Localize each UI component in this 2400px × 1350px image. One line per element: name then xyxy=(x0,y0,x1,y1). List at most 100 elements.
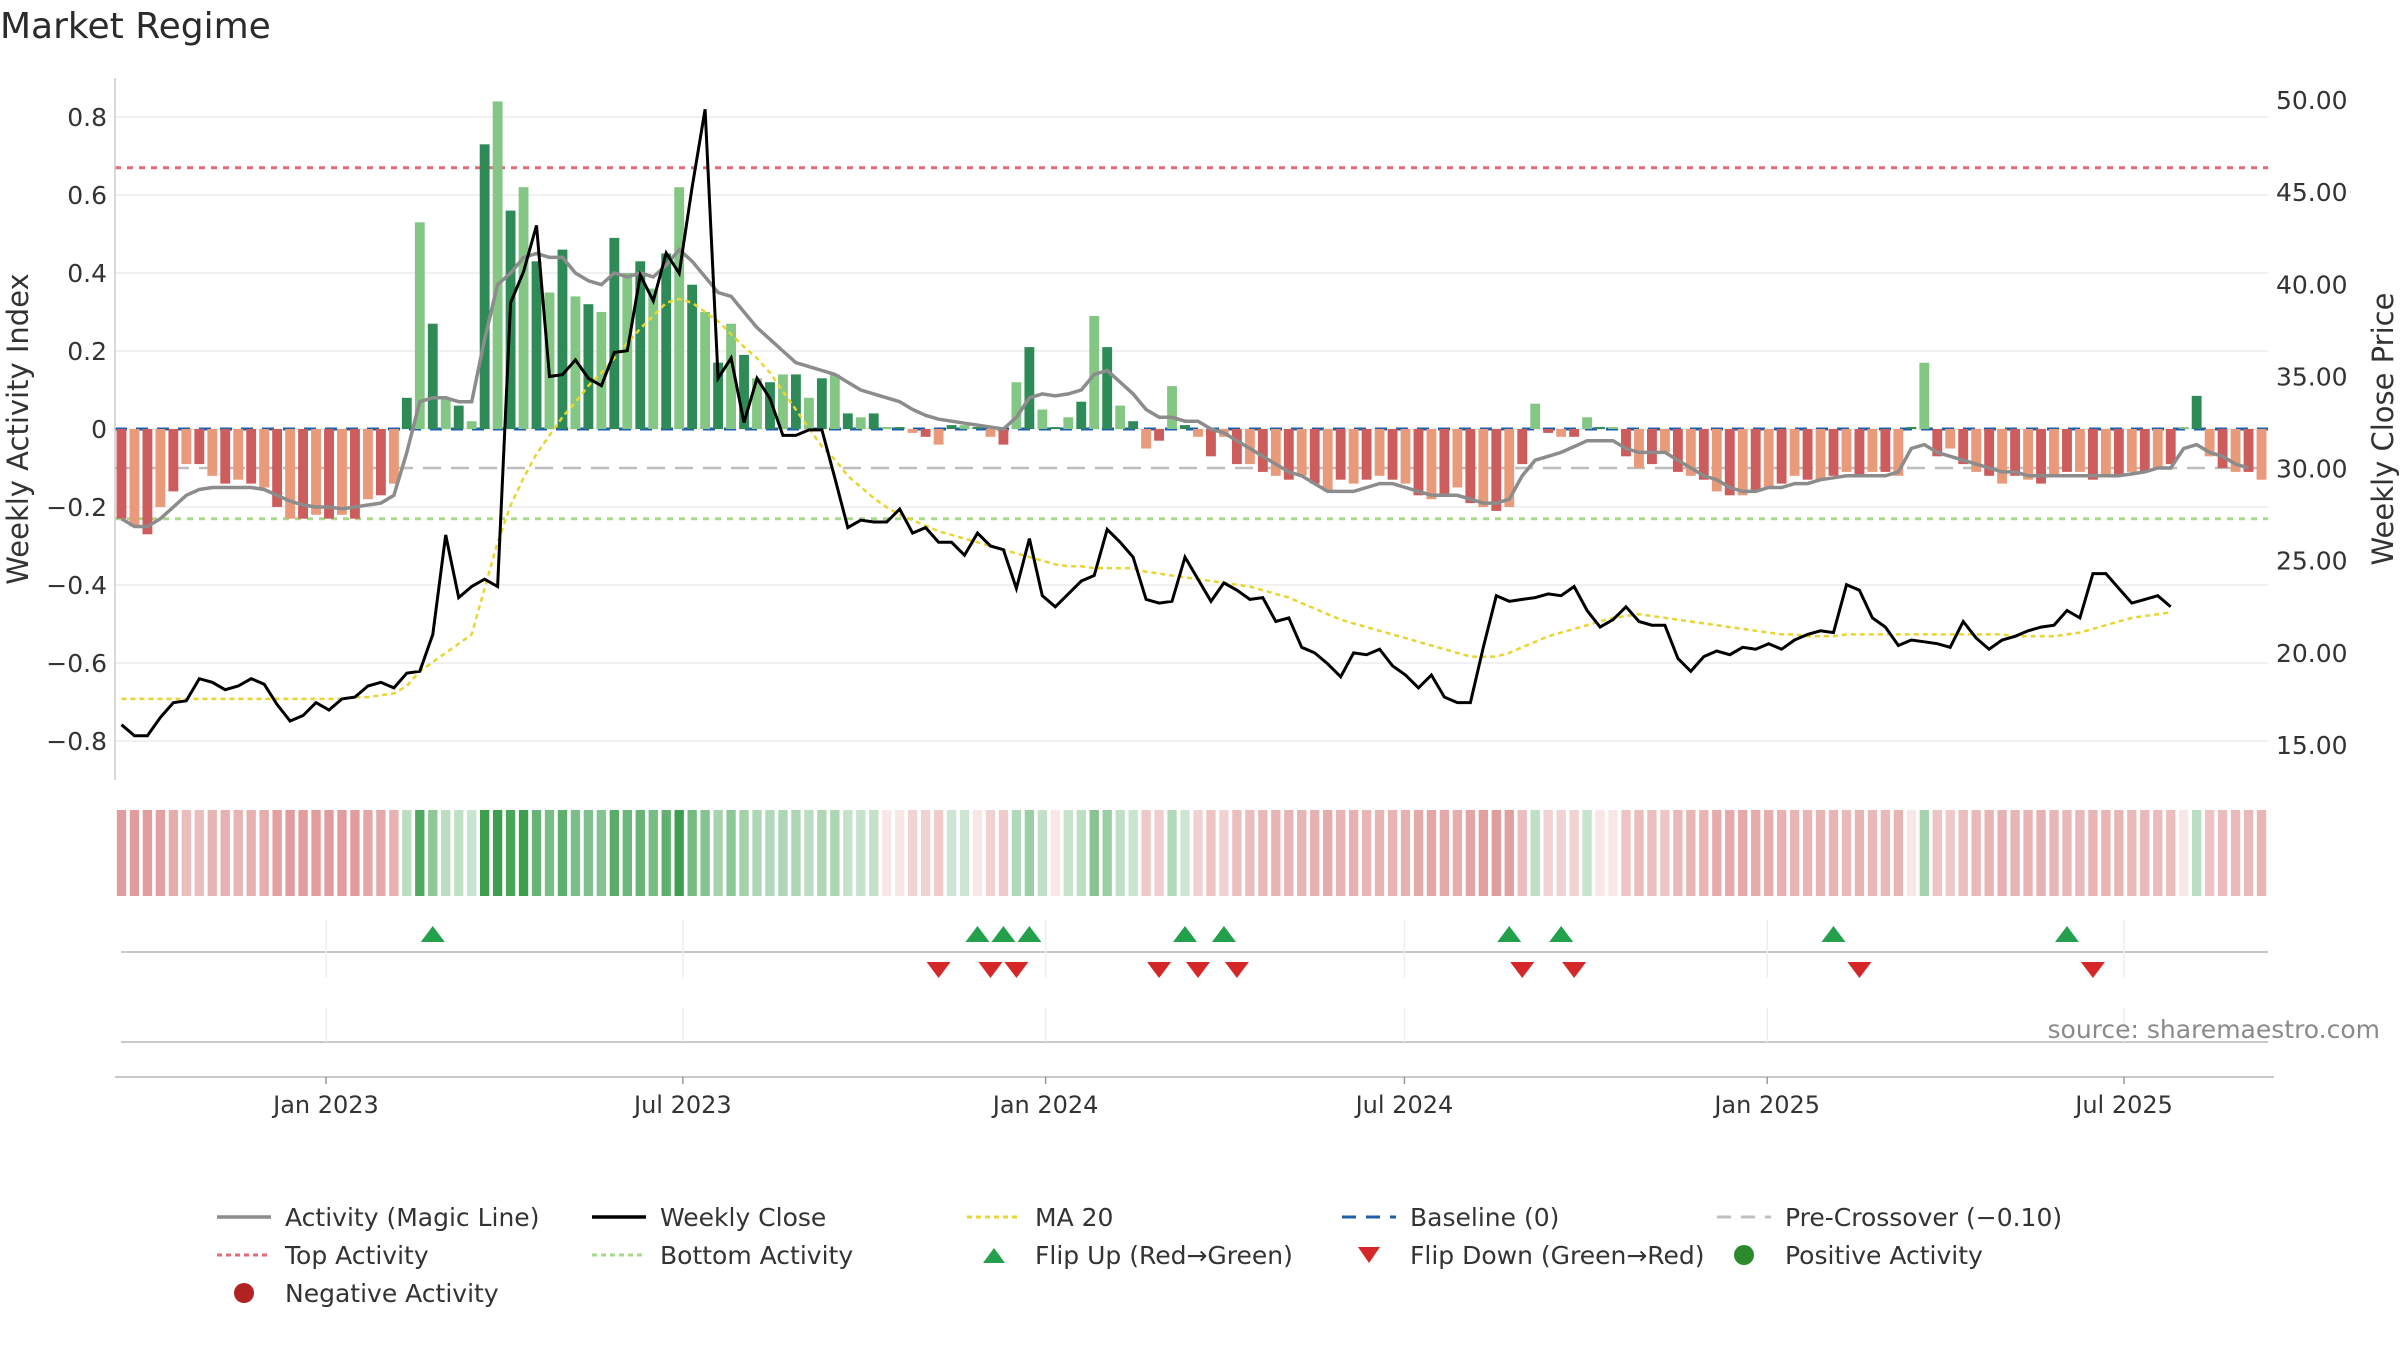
regime-strip xyxy=(116,810,2267,896)
regime-cell xyxy=(1063,810,1073,896)
activity-bar xyxy=(674,187,685,429)
activity-bar xyxy=(129,429,140,527)
pos-legend-swatch xyxy=(1734,1245,1754,1265)
activity-bar xyxy=(1997,429,2008,484)
regime-cell xyxy=(1206,810,1216,896)
regime-cell xyxy=(778,810,788,896)
activity-bar xyxy=(752,378,762,429)
y-right-label: Weekly Close Price xyxy=(2366,293,2400,566)
flip-down-marker xyxy=(1510,962,1535,978)
regime-cell xyxy=(1569,810,1579,896)
activity-bar xyxy=(1024,347,1035,429)
activity-bar xyxy=(570,296,581,429)
activity-bar xyxy=(2075,429,2085,472)
flip-down-marker xyxy=(1185,962,1210,978)
regime-cell xyxy=(1647,810,1657,896)
regime-cell xyxy=(959,810,970,896)
regime-cell xyxy=(2127,810,2137,896)
right-tick-label: 50.00 xyxy=(2276,86,2348,115)
activity-bar xyxy=(1659,429,1670,453)
activity-bar xyxy=(1634,429,1644,468)
activity-bar xyxy=(1413,429,1424,496)
regime-cell xyxy=(467,810,477,896)
activity-bar xyxy=(2217,429,2228,468)
regime-cell xyxy=(1232,810,1242,896)
x-tick-label: Jan 2025 xyxy=(1712,1091,1820,1119)
regime-cell xyxy=(907,810,918,896)
regime-cell xyxy=(687,810,697,896)
x-tick-label: Jan 2023 xyxy=(271,1091,379,1119)
activity-bar xyxy=(1270,429,1281,476)
activity-bar xyxy=(583,304,594,429)
activity-bar xyxy=(259,429,270,488)
regime-cell xyxy=(1323,810,1333,896)
axes: 0.8 0.6 0.4 0.2 0 −0.2 −0.4 −0.6 −0.8 50.00 45.00 4… xyxy=(1,78,2400,780)
regime-cell xyxy=(752,810,762,896)
activity-bar xyxy=(1504,429,1515,507)
activity-bar xyxy=(2191,395,2202,429)
ma-legend-swatch xyxy=(967,1215,1021,1219)
activity-bar xyxy=(181,429,192,465)
regime-cell xyxy=(2179,810,2189,896)
regime-cell xyxy=(1815,810,1826,896)
regime-cell xyxy=(1141,810,1151,896)
activity-bar xyxy=(1893,429,1904,476)
regime-cell xyxy=(1400,810,1411,896)
activity-bar xyxy=(1387,429,1398,480)
legend-item-up: Flip Up (Red→Green) xyxy=(965,1236,1340,1274)
regime-cell xyxy=(1854,810,1865,896)
activity-bar xyxy=(1802,429,1813,480)
activity-bar xyxy=(2165,429,2176,465)
flip-markers xyxy=(121,926,2268,978)
regime-cell xyxy=(1543,810,1553,896)
magic-legend-swatch xyxy=(217,1215,271,1219)
regime-cell xyxy=(428,810,438,896)
regime-cell xyxy=(1115,810,1125,896)
regime-cell xyxy=(1751,810,1761,896)
activity-bar xyxy=(959,425,970,429)
left-tick-label: 0.4 xyxy=(67,259,107,288)
activity-bar xyxy=(1167,386,1177,429)
neg-legend-swatch xyxy=(234,1283,254,1303)
activity-bar xyxy=(272,429,283,507)
activity-bar xyxy=(920,429,931,437)
activity-bar xyxy=(1750,429,1761,492)
legend-label: Top Activity xyxy=(285,1240,429,1270)
activity-bar xyxy=(1543,429,1554,433)
regime-cell xyxy=(2243,810,2254,896)
regime-cell xyxy=(933,810,944,896)
activity-bar xyxy=(350,429,360,519)
regime-cell xyxy=(1712,810,1722,896)
regime-cell xyxy=(142,810,153,896)
activity-bar xyxy=(155,429,166,507)
activity-bar xyxy=(1711,429,1722,492)
right-tick-label: 45.00 xyxy=(2276,178,2348,207)
regime-cell xyxy=(2023,810,2033,896)
legend-label: MA 20 xyxy=(1035,1202,1114,1232)
legend-label: Bottom Activity xyxy=(660,1240,854,1270)
top-legend-swatch xyxy=(217,1253,271,1257)
activity-bar xyxy=(1984,429,1995,476)
regime-cell xyxy=(1478,810,1488,896)
regime-cell xyxy=(1945,810,1955,896)
regime-cell xyxy=(1660,810,1670,896)
activity-bar xyxy=(2178,427,2189,429)
regime-cell xyxy=(1880,810,1891,896)
activity-bar xyxy=(1491,429,1502,511)
activity-bar xyxy=(1582,417,1593,429)
flip-down-marker xyxy=(1847,962,1872,978)
activity-bar xyxy=(1815,429,1826,480)
regime-cell xyxy=(1595,810,1605,896)
regime-cell xyxy=(207,810,217,896)
flip-up-marker xyxy=(1549,926,1574,942)
regime-cell xyxy=(1841,810,1852,896)
activity-bar xyxy=(1296,429,1307,476)
activity-bar xyxy=(1180,425,1190,429)
activity-bar xyxy=(648,288,659,429)
activity-bar xyxy=(1569,429,1580,437)
regime-cell xyxy=(285,810,295,896)
regime-cell xyxy=(454,810,464,896)
series-lines xyxy=(120,109,2250,738)
activity-bar xyxy=(829,374,840,429)
regime-cell xyxy=(441,810,451,896)
